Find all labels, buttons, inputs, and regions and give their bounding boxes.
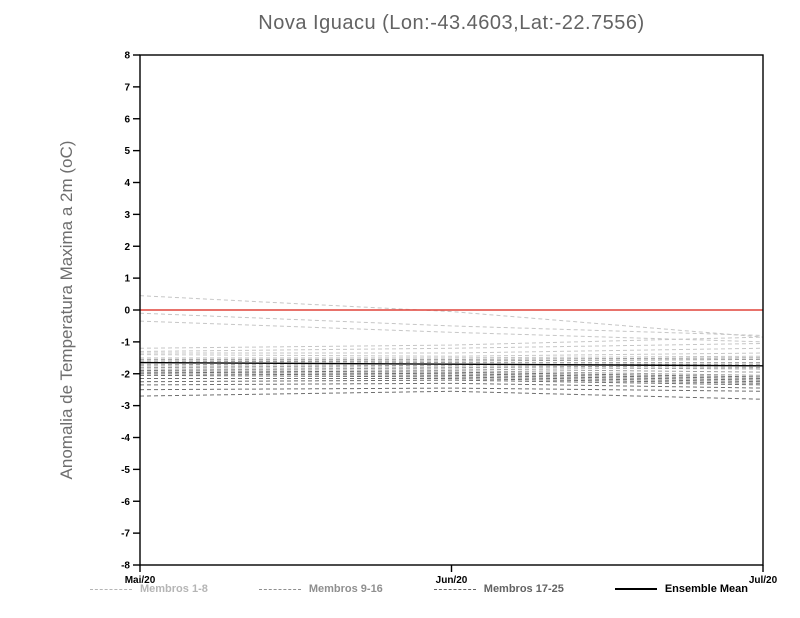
svg-text:Jun/20: Jun/20 — [436, 575, 468, 586]
svg-text:-8: -8 — [121, 561, 130, 572]
svg-text:2: 2 — [124, 242, 130, 253]
legend-label: Membros 1-8 — [140, 583, 208, 595]
legend-item-members-9-16: Membros 9-16 — [258, 583, 383, 595]
dashed-line-icon — [258, 588, 301, 590]
svg-text:4: 4 — [124, 178, 130, 189]
legend-item-members-17-25: Membros 17-25 — [433, 583, 564, 595]
svg-text:0: 0 — [124, 306, 130, 317]
solid-line-icon — [614, 588, 657, 590]
svg-text:-5: -5 — [121, 465, 130, 476]
svg-text:-3: -3 — [121, 401, 130, 412]
svg-text:Mai/20: Mai/20 — [125, 575, 156, 586]
legend-label: Membros 17-25 — [483, 583, 564, 595]
svg-text:-7: -7 — [121, 529, 130, 540]
svg-text:1: 1 — [124, 274, 130, 285]
svg-text:-2: -2 — [121, 369, 130, 380]
svg-text:-6: -6 — [121, 497, 130, 508]
svg-text:5: 5 — [124, 146, 130, 157]
svg-text:-1: -1 — [121, 337, 130, 348]
svg-text:7: 7 — [124, 82, 130, 93]
svg-text:-4: -4 — [121, 433, 130, 444]
legend-label: Membros 9-16 — [308, 583, 383, 595]
legend-label: Ensemble Mean — [664, 583, 748, 595]
svg-text:3: 3 — [124, 210, 130, 221]
svg-text:Jul/20: Jul/20 — [749, 575, 778, 586]
chart-title: Nova Iguacu (Lon:-43.4603,Lat:-22.7556) — [258, 12, 645, 34]
svg-text:8: 8 — [124, 51, 130, 62]
legend: Membros 1-8 Membros 9-16 Membros 17-25 E… — [90, 583, 748, 595]
svg-text:6: 6 — [124, 114, 130, 125]
dashed-line-icon — [433, 588, 476, 590]
legend-item-ensemble-mean: Ensemble Mean — [614, 583, 748, 595]
legend-item-members-1-8: Membros 1-8 — [90, 583, 208, 595]
dashed-line-icon — [90, 588, 132, 590]
